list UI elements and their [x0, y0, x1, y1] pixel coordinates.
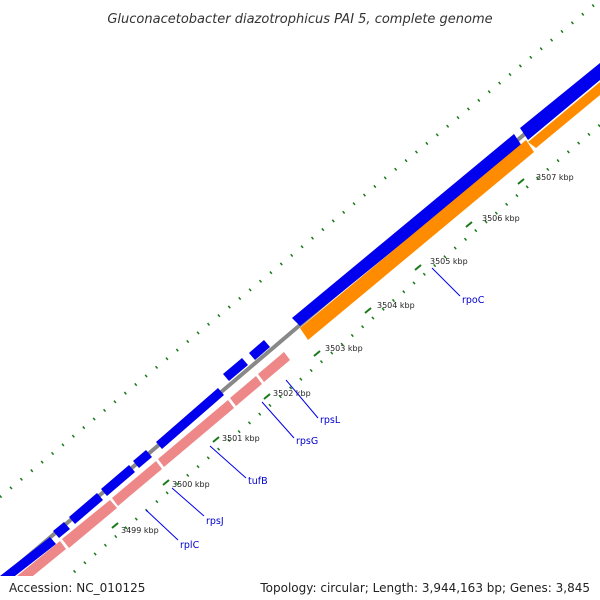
highlighted-gene-group	[300, 82, 600, 340]
accession-text: Accession: NC_010125	[9, 581, 146, 595]
tick-label: 3501 kbp	[222, 434, 260, 443]
tick-mark	[364, 307, 372, 314]
gene-label-rpsL[interactable]: rpsL	[320, 415, 341, 426]
tick-mark	[313, 350, 321, 357]
tick-mark	[414, 264, 422, 271]
reverse-gene[interactable]	[112, 461, 162, 506]
gene-label-leaders	[145, 267, 461, 541]
genome-summary-text: Topology: circular; Length: 3,944,163 bp…	[260, 581, 590, 595]
reverse-gene[interactable]	[62, 500, 117, 548]
highlighted-gene[interactable]	[300, 140, 534, 340]
reverse-gene[interactable]	[230, 376, 262, 406]
leader-line	[171, 487, 205, 517]
gene-label-rpsG[interactable]: rpsG	[296, 436, 318, 447]
tick-labels: 3499 kbp 3500 kbp 3501 kbp 3502 kbp 3503…	[121, 173, 574, 535]
tick-mark	[465, 221, 473, 228]
forward-strand-genes	[0, 63, 600, 583]
tick-label: 3505 kbp	[430, 257, 468, 266]
forward-gene[interactable]	[101, 465, 135, 496]
tick-mark	[111, 522, 119, 529]
gene-label-tufB[interactable]: tufB	[248, 476, 268, 487]
tick-mark	[263, 393, 271, 400]
leader-line	[145, 509, 179, 541]
tick-marks	[111, 178, 525, 529]
leader-line	[431, 267, 461, 297]
leader-line	[285, 379, 319, 419]
tick-label: 3503 kbp	[325, 344, 363, 353]
map-title: Gluconacetobacter diazotrophicus PAI 5, …	[107, 12, 492, 27]
tick-label: 3507 kbp	[536, 173, 574, 182]
tick-label: 3504 kbp	[377, 301, 415, 310]
forward-gene[interactable]	[520, 63, 600, 140]
forward-gene[interactable]	[249, 340, 270, 360]
forward-gene[interactable]	[133, 450, 152, 468]
tick-label: 3506 kbp	[482, 214, 520, 223]
gene-label-rpsJ[interactable]: rpsJ	[206, 516, 224, 527]
tick-mark	[162, 479, 170, 486]
forward-gene[interactable]	[292, 134, 522, 326]
leader-line	[209, 445, 247, 479]
outer-scale-ring	[0, 0, 600, 499]
highlighted-gene[interactable]	[528, 82, 600, 148]
forward-gene[interactable]	[69, 493, 103, 524]
tick-label: 3500 kbp	[172, 480, 210, 489]
tick-mark	[212, 436, 220, 443]
forward-gene[interactable]	[223, 358, 248, 381]
reverse-strand-genes	[0, 352, 290, 598]
tick-label: 3502 kbp	[273, 389, 311, 398]
forward-gene[interactable]	[156, 388, 224, 449]
forward-gene[interactable]	[0, 537, 56, 583]
gene-label-rplC[interactable]: rplC	[180, 540, 200, 551]
gene-labels: rplC rpsJ tufB rpsG rpsL rpoC	[180, 295, 485, 551]
leader-line	[261, 401, 295, 439]
tick-label: 3499 kbp	[121, 526, 159, 535]
reverse-gene[interactable]	[158, 400, 234, 467]
tick-mark	[517, 178, 525, 185]
forward-gene[interactable]	[53, 522, 70, 538]
info-footer: Accession: NC_010125 Topology: circular;…	[0, 576, 600, 600]
reverse-gene[interactable]	[258, 352, 290, 382]
gene-label-rpoC[interactable]: rpoC	[462, 295, 485, 306]
